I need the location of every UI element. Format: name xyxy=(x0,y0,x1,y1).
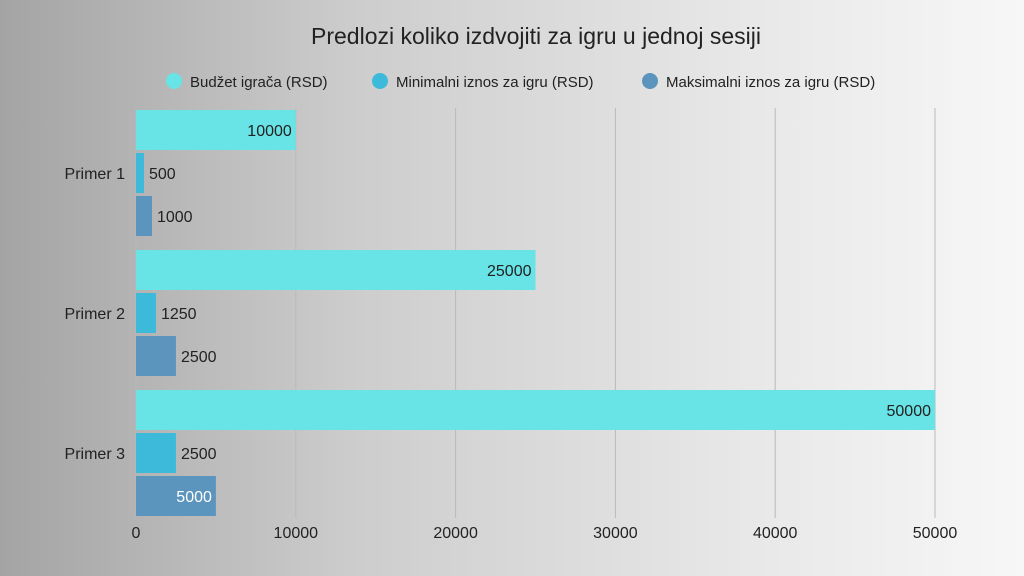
data-label: 50000 xyxy=(887,403,932,420)
category-label: Primer 2 xyxy=(65,306,126,323)
bar xyxy=(136,476,216,516)
x-tick-label: 30000 xyxy=(593,525,638,542)
data-label: 500 xyxy=(149,166,176,183)
bar xyxy=(136,390,935,430)
legend-label: Minimalni iznos za igru (RSD) xyxy=(396,74,594,91)
chart-title: Predlozi koliko izdvojiti za igru u jedn… xyxy=(311,23,761,49)
x-tick-label: 0 xyxy=(132,525,141,542)
x-tick-label: 40000 xyxy=(753,525,798,542)
data-label: 2500 xyxy=(181,446,217,463)
data-label: 10000 xyxy=(247,123,292,140)
data-label: 25000 xyxy=(487,263,532,280)
data-label: 1250 xyxy=(161,306,197,323)
bar xyxy=(136,433,176,473)
bar xyxy=(136,153,144,193)
x-tick-label: 10000 xyxy=(274,525,319,542)
legend-label: Maksimalni iznos za igru (RSD) xyxy=(666,74,875,91)
data-labels: 10000 500 1000 25000 1250 2500 50000 2500 5000 xyxy=(149,123,931,506)
x-tick-label: 20000 xyxy=(433,525,478,542)
grid xyxy=(135,108,936,518)
legend-marker xyxy=(372,73,388,89)
bar xyxy=(136,336,176,376)
bar xyxy=(136,110,296,150)
bar xyxy=(136,293,156,333)
legend: Budžet igrača (RSD) Minimalni iznos za ig… xyxy=(166,73,875,91)
legend-marker xyxy=(166,73,182,89)
category-label: Primer 3 xyxy=(65,446,126,463)
legend-marker xyxy=(642,73,658,89)
bar xyxy=(136,196,152,236)
legend-label: Budžet igrača (RSD) xyxy=(190,74,328,91)
x-tick-label: 50000 xyxy=(913,525,958,542)
data-label: 2500 xyxy=(181,349,217,366)
category-label: Primer 1 xyxy=(65,166,126,183)
data-label: 1000 xyxy=(157,209,193,226)
data-label: 5000 xyxy=(176,489,212,506)
bars xyxy=(136,110,935,516)
axes: Primer 1 Primer 2 Primer 3 0 10000 20000 30000… xyxy=(65,166,958,542)
bar xyxy=(136,250,536,290)
